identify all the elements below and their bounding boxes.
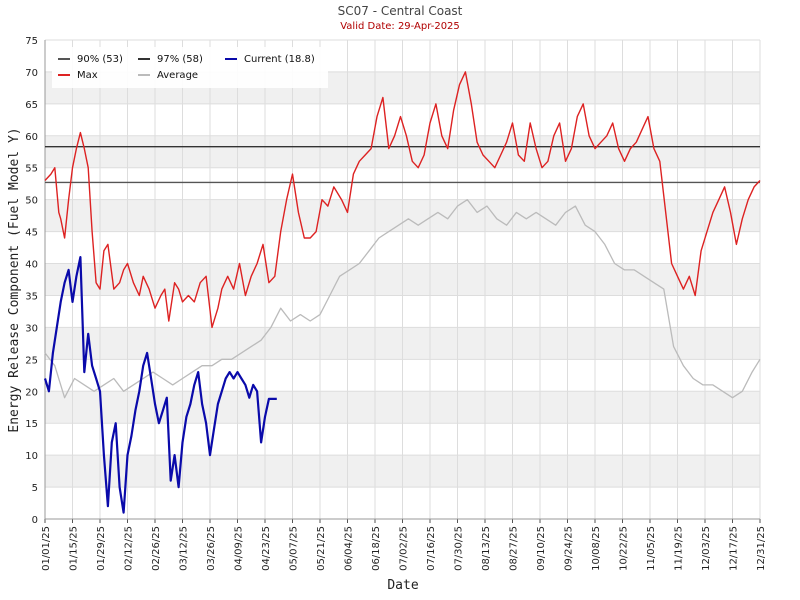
- legend-box: [52, 47, 328, 88]
- y-tick-label: 45: [25, 228, 38, 239]
- x-tick-label: 09/24/25: [564, 526, 575, 571]
- y-tick-label: 5: [32, 483, 38, 494]
- x-tick-label: 07/30/25: [454, 526, 465, 571]
- x-tick-label: 01/29/25: [96, 526, 107, 571]
- x-tick-label: 02/12/25: [124, 526, 135, 571]
- y-tick-label: 40: [25, 260, 38, 271]
- max-series-line: [44, 71, 761, 329]
- legend-label: Current (18.8): [244, 54, 315, 65]
- current-series-line: [43, 256, 277, 514]
- y-tick-label: 35: [25, 291, 38, 302]
- chart-title: SC07 - Central Coast: [338, 4, 463, 18]
- plot-area: 0 5 10 15 20 25 30 35 40 45 50 55 60 65 70 75 01/01/25 01…: [25, 36, 767, 571]
- legend-label: Max: [77, 70, 98, 81]
- x-tick-label: 09/10/25: [536, 526, 547, 571]
- legend-label: 97% (58): [157, 54, 203, 65]
- x-tick-label: 03/26/25: [206, 526, 217, 571]
- x-tick-label: 12/31/25: [756, 526, 767, 571]
- y-tick-label: 25: [25, 355, 38, 366]
- x-tick-label: 01/15/25: [69, 526, 80, 571]
- x-tick-label: 04/23/25: [261, 526, 272, 571]
- x-tick-label: 08/27/25: [509, 526, 520, 571]
- y-tick-label: 30: [25, 323, 38, 334]
- x-tick-label: 06/18/25: [371, 526, 382, 571]
- y-tick-label: 55: [25, 164, 38, 175]
- x-tick-label: 03/12/25: [179, 526, 190, 571]
- x-tick-label: 08/13/25: [481, 526, 492, 571]
- x-tick-label: 01/01/25: [41, 526, 52, 571]
- x-tick-label: 10/22/25: [619, 526, 630, 571]
- y-tick-label: 20: [25, 387, 38, 398]
- x-tick-label: 02/26/25: [151, 526, 162, 571]
- x-tick-label: 11/05/25: [646, 526, 657, 571]
- x-tick-label: 07/16/25: [426, 526, 437, 571]
- x-tick-label: 05/21/25: [316, 526, 327, 571]
- x-tick-label: 10/08/25: [591, 526, 602, 571]
- y-tick-label: 60: [25, 132, 38, 143]
- y-tick-label: 10: [25, 451, 38, 462]
- legend-label: Average: [157, 70, 198, 81]
- x-tick-label: 12/03/25: [701, 526, 712, 571]
- y-tick-label: 75: [25, 36, 38, 47]
- y-axis-label: Energy Release Component (Fuel Model Y): [7, 127, 22, 432]
- average-series-line: [44, 199, 761, 399]
- x-tick-label: 07/02/25: [399, 526, 410, 571]
- y-tick-label: 70: [25, 68, 38, 79]
- y-tick-label: 0: [32, 515, 38, 526]
- x-tick-label: 11/19/25: [674, 526, 685, 571]
- y-tick-label: 50: [25, 196, 38, 207]
- legend-label: 90% (53): [77, 54, 123, 65]
- x-tick-label: 05/07/25: [289, 526, 300, 571]
- x-tick-label: 04/09/25: [234, 526, 245, 571]
- x-tick-label: 12/17/25: [729, 526, 740, 571]
- x-tick-label: 06/04/25: [344, 526, 355, 571]
- y-tick-label: 65: [25, 100, 38, 111]
- chart-subtitle: Valid Date: 29-Apr-2025: [340, 21, 460, 32]
- x-axis-label: Date: [387, 578, 418, 593]
- y-tick-label: 15: [25, 419, 38, 430]
